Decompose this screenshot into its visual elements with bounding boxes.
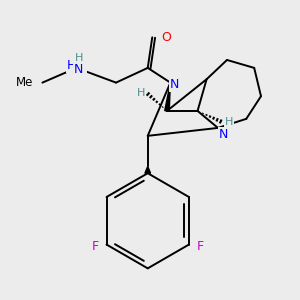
Polygon shape	[145, 167, 151, 173]
Text: H: H	[225, 117, 233, 127]
Polygon shape	[165, 82, 170, 111]
Text: N: N	[219, 128, 228, 141]
Text: Me: Me	[16, 76, 33, 89]
Text: F: F	[92, 240, 99, 253]
Text: HN: HN	[67, 59, 86, 72]
Text: N: N	[170, 78, 180, 92]
Text: N: N	[74, 62, 83, 76]
Text: F: F	[197, 240, 204, 253]
Text: H: H	[74, 53, 83, 63]
Text: O: O	[161, 31, 171, 44]
Text: H: H	[137, 88, 145, 98]
